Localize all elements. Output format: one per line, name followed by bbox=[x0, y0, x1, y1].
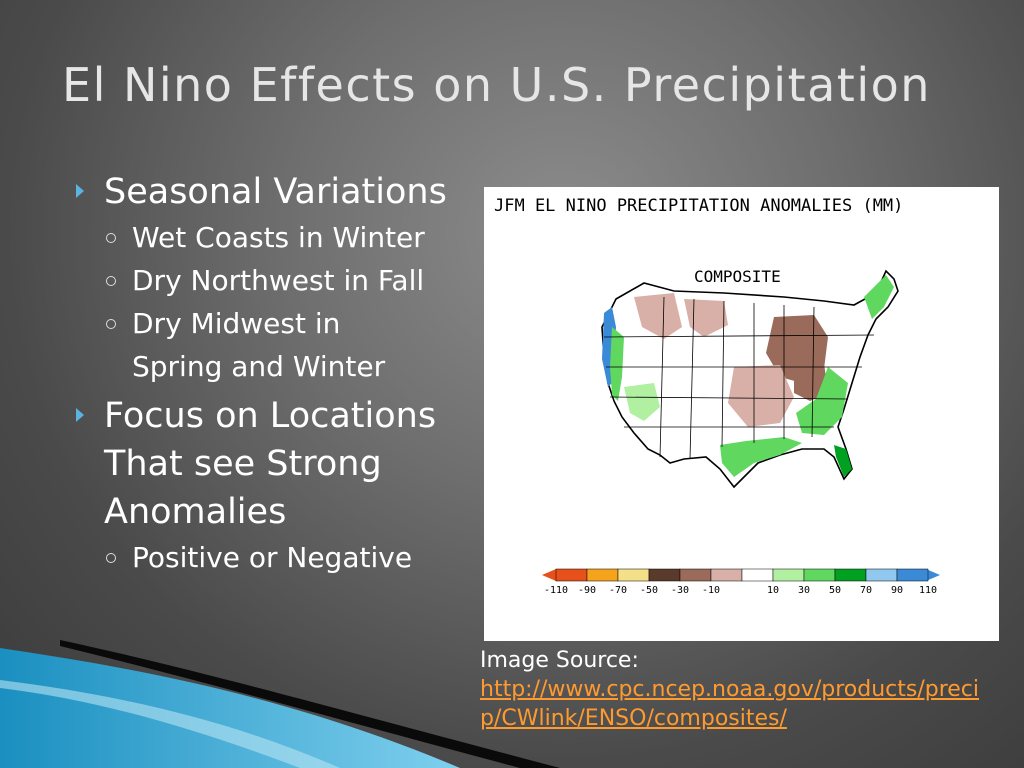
bullet-text: Seasonal Variations bbox=[104, 172, 447, 212]
sub-bullet-text: Spring and Winter bbox=[132, 350, 386, 383]
sub-bullet-text: Wet Coasts in Winter bbox=[132, 221, 425, 254]
figure-title: JFM EL NINO PRECIPITATION ANOMALIES (MM) bbox=[494, 196, 903, 216]
image-source: Image Source: http://www.cpc.ncep.noaa.g… bbox=[480, 646, 980, 733]
decorative-swoosh bbox=[0, 640, 560, 768]
anomaly-region-southeast bbox=[796, 367, 848, 435]
legend-arrow-right bbox=[926, 569, 940, 581]
legend-label: 10 bbox=[767, 585, 779, 596]
slide-title: El Nino Effects on U.S. Precipitation bbox=[62, 58, 931, 112]
sub-bullet-dry-midwest: Dry Midwest in Spring and Winter bbox=[76, 302, 486, 388]
bullet-focus-locations: Focus on Locations That see Strong Anoma… bbox=[76, 392, 486, 536]
legend-label: -110 bbox=[544, 585, 568, 596]
legend-swatch bbox=[710, 568, 743, 582]
precipitation-anomaly-map: JFM EL NINO PRECIPITATION ANOMALIES (MM)… bbox=[484, 187, 999, 641]
sub-bullet-text: Dry Northwest in Fall bbox=[132, 264, 425, 297]
bullet-text: That see Strong bbox=[104, 444, 382, 484]
legend-label: 50 bbox=[829, 585, 841, 596]
legend-swatch bbox=[617, 568, 650, 582]
state-borders bbox=[603, 296, 875, 460]
legend-swatch bbox=[834, 568, 867, 582]
legend-label: -50 bbox=[640, 585, 658, 596]
legend-swatch bbox=[772, 568, 805, 582]
legend-swatch bbox=[555, 568, 588, 582]
sub-bullet-dry-northwest: Dry Northwest in Fall bbox=[76, 259, 486, 302]
legend-arrow-left bbox=[542, 569, 556, 581]
legend-swatch bbox=[865, 568, 898, 582]
legend-swatch bbox=[679, 568, 712, 582]
anomaly-region-southwest bbox=[624, 383, 660, 421]
sub-bullet-circle-icon bbox=[106, 276, 116, 286]
bullet-arrow-icon bbox=[76, 408, 84, 422]
sub-bullet-wet-coasts: Wet Coasts in Winter bbox=[76, 216, 486, 259]
map-svg: JFM EL NINO PRECIPITATION ANOMALIES (MM)… bbox=[494, 196, 940, 596]
legend-swatch bbox=[803, 568, 836, 582]
legend-swatch bbox=[648, 568, 681, 582]
sub-bullet-circle-icon bbox=[106, 553, 116, 563]
bullet-text: Anomalies bbox=[104, 492, 287, 532]
bullet-seasonal-variations: Seasonal Variations bbox=[76, 168, 486, 216]
sub-bullet-text: Positive or Negative bbox=[132, 541, 413, 574]
anomaly-region-gulf-coast bbox=[720, 437, 802, 477]
legend-label: -30 bbox=[671, 585, 689, 596]
legend-label: 70 bbox=[860, 585, 872, 596]
anomaly-region-northwest bbox=[634, 293, 682, 339]
color-legend: -110 -90 -70 -50 -30 -10 10 30 50 70 90 110 bbox=[542, 568, 940, 596]
bullet-arrow-icon bbox=[76, 184, 84, 198]
figure-subtitle: COMPOSITE bbox=[694, 267, 781, 286]
legend-swatch bbox=[896, 568, 929, 582]
legend-swatch bbox=[741, 568, 774, 582]
legend-swatch bbox=[586, 568, 619, 582]
sub-bullet-text: Dry Midwest in bbox=[132, 307, 341, 340]
legend-label: -90 bbox=[578, 585, 596, 596]
legend-label: -70 bbox=[609, 585, 627, 596]
legend-label: 30 bbox=[798, 585, 810, 596]
sub-bullet-circle-icon bbox=[106, 233, 116, 243]
image-source-label: Image Source: bbox=[480, 648, 639, 673]
legend-label: -10 bbox=[702, 585, 720, 596]
bullet-text: Focus on Locations bbox=[104, 396, 437, 436]
anomaly-region-florida bbox=[834, 445, 852, 477]
anomaly-region-new-england bbox=[864, 275, 894, 319]
anomaly-region-northern-plains bbox=[684, 299, 728, 337]
bullet-list: Seasonal Variations Wet Coasts in Winter… bbox=[76, 168, 486, 579]
legend-label: 110 bbox=[919, 585, 937, 596]
anomaly-region-west-coast bbox=[610, 327, 624, 401]
sub-bullet-circle-icon bbox=[106, 319, 116, 329]
legend-label: 90 bbox=[891, 585, 903, 596]
sub-bullet-positive-negative: Positive or Negative bbox=[76, 536, 486, 579]
image-source-link[interactable]: http://www.cpc.ncep.noaa.gov/products/pr… bbox=[480, 677, 980, 731]
anomaly-region-midwest bbox=[728, 365, 794, 427]
